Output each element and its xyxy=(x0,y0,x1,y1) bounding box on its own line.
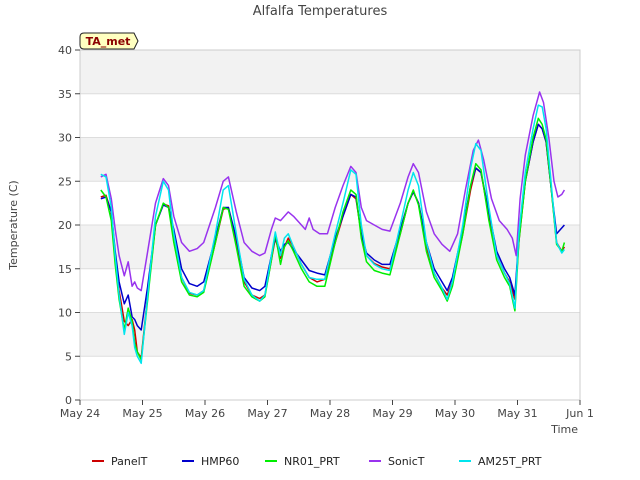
legend-item: SonicT xyxy=(369,455,425,468)
plot-band xyxy=(80,93,580,138)
series-lines xyxy=(100,91,566,365)
y-axis-ticks: 0 5 10 15 20 25 30 35 40 xyxy=(58,44,80,407)
y-tick-label: 35 xyxy=(58,88,72,101)
x-axis-label: Time xyxy=(550,423,578,436)
chart-title: Alfalfa Temperatures xyxy=(253,4,388,19)
annotation-badge: TA_met xyxy=(79,32,139,50)
legend-label: NR01_PRT xyxy=(284,455,340,468)
y-tick-label: 5 xyxy=(65,350,72,363)
y-tick-label: 20 xyxy=(58,219,72,232)
plot-band xyxy=(80,356,580,400)
x-tick-label: May 25 xyxy=(122,407,162,420)
x-tick-label: Jun 1 xyxy=(565,407,594,420)
y-axis-label: Temperature (C) xyxy=(7,180,20,270)
legend-item: HMP60 xyxy=(182,455,239,468)
annotation-badge-text: TA_met xyxy=(86,35,131,48)
plot-band xyxy=(80,312,580,357)
y-tick-label: 40 xyxy=(58,44,72,57)
x-tick-label: May 31 xyxy=(497,407,537,420)
x-tick-label: May 26 xyxy=(185,407,225,420)
legend-item: NR01_PRT xyxy=(265,455,340,468)
legend-label: HMP60 xyxy=(201,455,239,468)
legend-label: AM25T_PRT xyxy=(478,455,542,468)
legend-label: PanelT xyxy=(111,455,148,468)
x-axis-ticks: May 24 May 25 May 26 May 27 May 28 May 29 May … xyxy=(60,400,594,420)
y-tick-label: 30 xyxy=(58,132,72,145)
legend-item: AM25T_PRT xyxy=(459,455,542,468)
plot-band xyxy=(80,268,580,313)
annotation-badge-box xyxy=(79,32,139,50)
legend-item: PanelT xyxy=(92,455,148,468)
x-tick-label: May 29 xyxy=(372,407,412,420)
series-line-nr01-prt xyxy=(100,117,566,361)
legend: PanelT HMP60 NR01_PRT SonicT AM25T_PRT xyxy=(92,455,542,468)
y-tick-label: 10 xyxy=(58,307,72,320)
plot-band xyxy=(80,137,580,182)
y-tick-label: 0 xyxy=(65,394,72,407)
y-tick-label: 15 xyxy=(58,263,72,276)
plot-band xyxy=(80,50,580,94)
x-tick-label: May 30 xyxy=(435,407,475,420)
legend-label: SonicT xyxy=(388,455,425,468)
x-tick-label: May 28 xyxy=(310,407,350,420)
series-line-am25t-prt xyxy=(100,104,566,365)
series-line-sonict xyxy=(100,91,566,292)
x-tick-label: May 27 xyxy=(247,407,287,420)
x-tick-label: May 24 xyxy=(60,407,100,420)
y-tick-label: 25 xyxy=(58,175,72,188)
